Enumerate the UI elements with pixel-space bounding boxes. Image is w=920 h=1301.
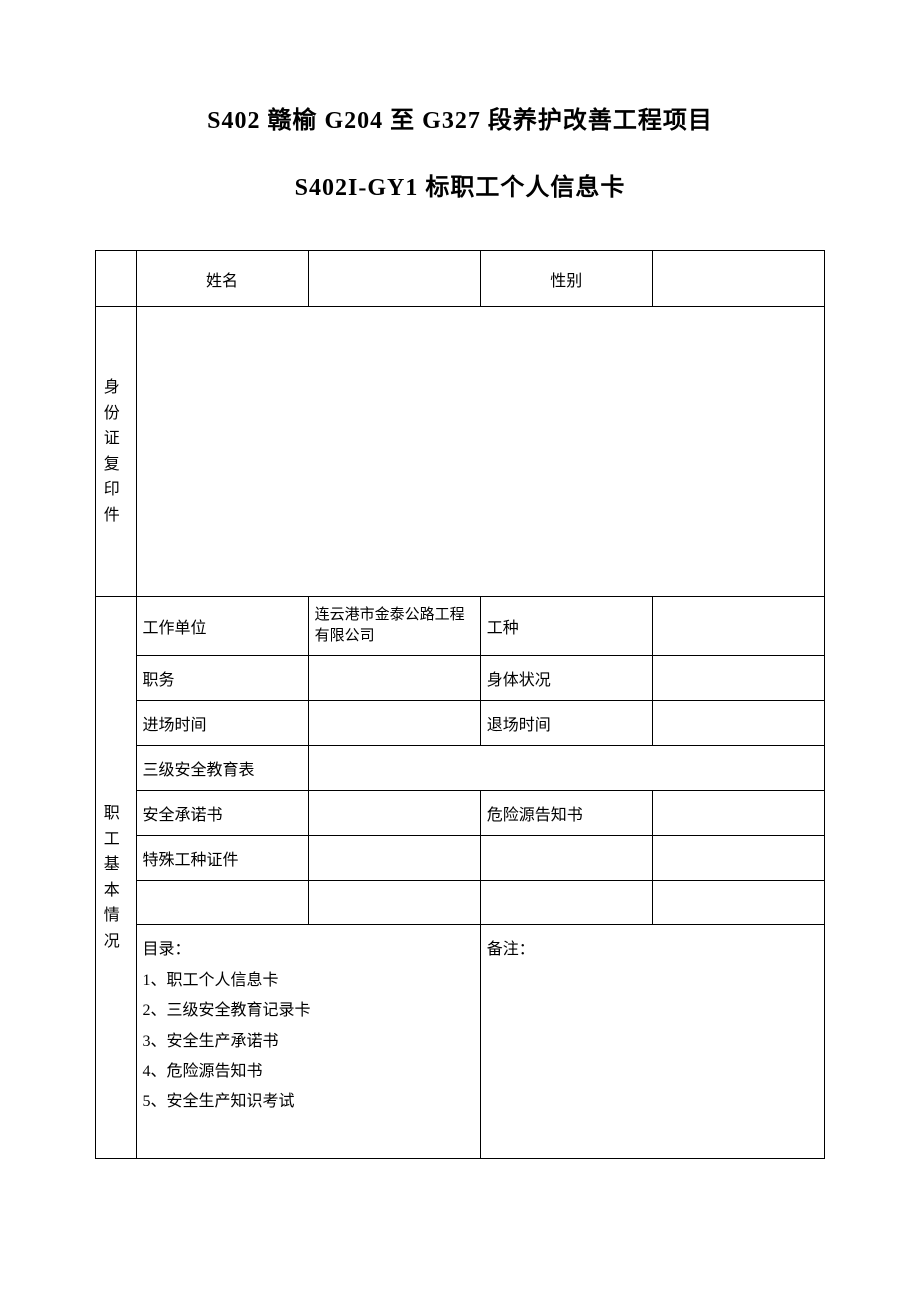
basic-info-label-l2: 基 本	[96, 852, 136, 903]
blank-row	[96, 881, 825, 925]
catalog-row: 目录： 1、职工个人信息卡 2、三级安全教育记录卡 3、安全生产承诺书 4、危险…	[96, 925, 825, 1159]
id-photo-label: 身 份 证 复 印件	[96, 307, 137, 597]
time-row: 进场时间 退场时间	[96, 701, 825, 746]
position-value	[308, 656, 480, 701]
gender-label: 性别	[480, 251, 652, 307]
position-label: 职务	[136, 656, 308, 701]
hazard-label: 危险源告知书	[480, 791, 652, 836]
catalog-header: 目录：	[143, 935, 474, 965]
catalog-item-4: 4、危险源告知书	[143, 1057, 474, 1087]
basic-info-label: 职 工 基 本 情况	[96, 597, 137, 1159]
notes-cell: 备注：	[480, 925, 824, 1159]
blank-cell-1	[136, 881, 308, 925]
catalog-item-2: 2、三级安全教育记录卡	[143, 996, 474, 1026]
info-card-table: 姓名 性别 身 份 证 复 印件 职 工 基 本 情况 工作单位 连云港市金泰公…	[95, 250, 825, 1159]
catalog-item-1: 1、职工个人信息卡	[143, 966, 474, 996]
document-title-block: S402 赣榆 G204 至 G327 段养护改善工程项目 S402I-GY1 …	[95, 100, 825, 210]
id-photo-row: 身 份 证 复 印件	[96, 307, 825, 597]
enter-label: 进场时间	[136, 701, 308, 746]
id-photo-label-l1: 身 份	[96, 375, 136, 426]
basic-info-label-l1: 职 工	[96, 801, 136, 852]
name-value	[308, 251, 480, 307]
exit-label: 退场时间	[480, 701, 652, 746]
gender-value	[652, 251, 824, 307]
id-photo-area	[136, 307, 825, 597]
hazard-value	[652, 791, 824, 836]
catalog-item-5: 5、安全生产知识考试	[143, 1087, 474, 1117]
corner-blank-cell	[96, 251, 137, 307]
exit-value	[652, 701, 824, 746]
name-label: 姓名	[136, 251, 308, 307]
special-extra2	[652, 836, 824, 881]
special-row: 特殊工种证件	[96, 836, 825, 881]
header-row: 姓名 性别	[96, 251, 825, 307]
workunit-value: 连云港市金泰公路工程有限公司	[308, 597, 480, 656]
pledge-value	[308, 791, 480, 836]
catalog-item-3: 3、安全生产承诺书	[143, 1027, 474, 1057]
id-photo-label-l2: 证 复	[96, 426, 136, 477]
blank-cell-4	[652, 881, 824, 925]
id-photo-label-l3: 印件	[96, 477, 136, 528]
workunit-row: 职 工 基 本 情况 工作单位 连云港市金泰公路工程有限公司 工种	[96, 597, 825, 656]
title-line-1: S402 赣榆 G204 至 G327 段养护改善工程项目	[95, 100, 825, 143]
health-value	[652, 656, 824, 701]
workunit-label: 工作单位	[136, 597, 308, 656]
health-label: 身体状况	[480, 656, 652, 701]
pledge-label: 安全承诺书	[136, 791, 308, 836]
special-value	[308, 836, 480, 881]
safetyedu-row: 三级安全教育表	[96, 746, 825, 791]
jobtype-label: 工种	[480, 597, 652, 656]
safetyedu-label: 三级安全教育表	[136, 746, 308, 791]
special-extra1	[480, 836, 652, 881]
pledge-row: 安全承诺书 危险源告知书	[96, 791, 825, 836]
position-row: 职务 身体状况	[96, 656, 825, 701]
basic-info-label-l3: 情况	[96, 903, 136, 954]
notes-label: 备注：	[487, 941, 535, 958]
blank-cell-2	[308, 881, 480, 925]
special-label: 特殊工种证件	[136, 836, 308, 881]
jobtype-value	[652, 597, 824, 656]
safetyedu-value	[308, 746, 824, 791]
catalog-cell: 目录： 1、职工个人信息卡 2、三级安全教育记录卡 3、安全生产承诺书 4、危险…	[136, 925, 480, 1159]
blank-cell-3	[480, 881, 652, 925]
enter-value	[308, 701, 480, 746]
title-line-2: S402I-GY1 标职工个人信息卡	[95, 167, 825, 210]
